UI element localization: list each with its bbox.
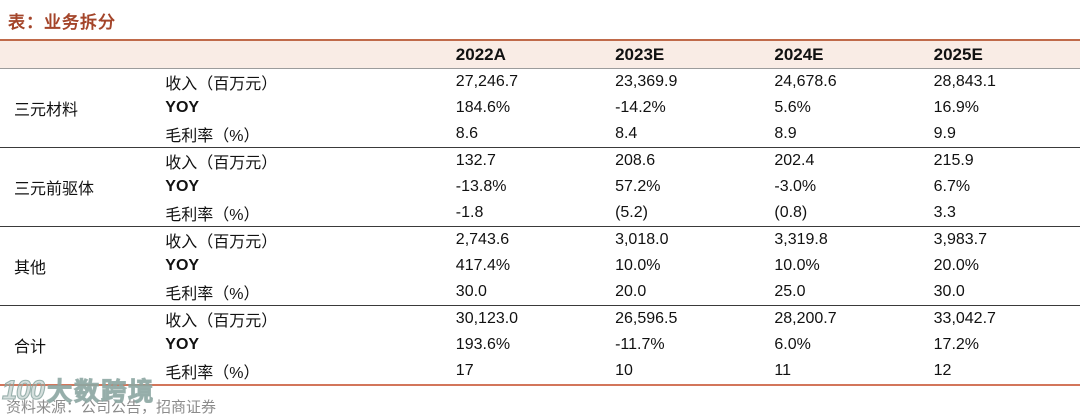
value-cell: 30,123.0 (455, 310, 519, 327)
group-other: 其他 收入（百万元） 2,743.6 3,018.0 3,319.8 3,983… (0, 227, 1080, 306)
value-cell: 8.6 (455, 125, 479, 142)
value-cell: 10.0% (615, 257, 661, 274)
metric-label: YOY (165, 336, 200, 353)
group-label: 三元材料 (14, 102, 79, 119)
metric-label: 收入（百万元） (165, 313, 278, 330)
group-label: 合计 (14, 339, 47, 356)
group-ternary-precursor: 三元前驱体 收入（百万元） 132.7 208.6 202.4 215.9 YO… (0, 148, 1080, 227)
table-row: 毛利率（%） 30.0 20.0 25.0 30.0 (0, 279, 1080, 306)
value-cell: 9.9 (933, 125, 956, 142)
value-cell: 27,246.7 (455, 73, 519, 90)
metric-label: 毛利率（%） (165, 207, 260, 224)
value-cell: 8.4 (615, 125, 638, 142)
table-row: 三元材料 收入（百万元） 27,246.7 23,369.9 24,678.6 … (0, 69, 1080, 119)
value-cell: 417.4% (455, 257, 511, 274)
metric-label: YOY (165, 257, 200, 274)
value-cell: 28,200.7 (774, 310, 837, 327)
metric-label: 收入（百万元） (165, 76, 278, 93)
value-cell: 3,319.8 (774, 231, 828, 248)
value-cell: -11.7% (615, 336, 665, 353)
metric-label: 毛利率（%） (165, 365, 260, 382)
metric-label: YOY (165, 178, 200, 195)
value-cell: (5.2) (615, 204, 648, 221)
value-cell: 11 (774, 362, 791, 379)
column-header-2024e: 2024E (761, 39, 921, 69)
value-cell: 26,596.5 (615, 310, 678, 327)
value-cell: 30.0 (455, 283, 487, 300)
value-cell: 208.6 (615, 152, 656, 169)
table-row: 其他 收入（百万元） 2,743.6 3,018.0 3,319.8 3,983… (0, 227, 1080, 277)
metric-label: 毛利率（%） (165, 128, 260, 145)
value-cell: 8.9 (774, 125, 797, 142)
value-cell: -3.0% (774, 178, 817, 195)
value-cell: 3,983.7 (933, 231, 988, 248)
value-cell: 24,678.6 (774, 73, 837, 90)
value-cell: 25.0 (774, 283, 806, 300)
value-cell: 6.0% (774, 336, 811, 353)
value-cell: 202.4 (774, 152, 815, 169)
value-cell: 2,743.6 (455, 231, 510, 248)
table-row: YOY 184.6% -14.2% 5.6% 16.9% (0, 95, 1080, 121)
table-row: YOY 193.6% -11.7% 6.0% 17.2% (0, 332, 1080, 358)
metric-label: 收入（百万元） (165, 155, 278, 172)
value-cell: 23,369.9 (615, 73, 678, 90)
value-cell: -1.8 (455, 204, 484, 221)
header-spacer (0, 39, 151, 69)
value-cell: 57.2% (615, 178, 661, 195)
value-cell: 33,042.7 (933, 310, 996, 327)
group-ternary-materials: 三元材料 收入（百万元） 27,246.7 23,369.9 24,678.6 … (0, 69, 1080, 148)
value-cell: 6.7% (933, 178, 971, 195)
value-cell: 30.0 (933, 283, 965, 300)
business-breakdown-table: 2022A 2023E 2024E 2025E 三元材料 收入（百万元） 27,… (0, 39, 1080, 386)
table-row: YOY -13.8% 57.2% -3.0% 6.7% (0, 174, 1080, 200)
table-row: 毛利率（%） -1.8 (5.2) (0.8) 3.3 (0, 200, 1080, 227)
value-cell: 5.6% (774, 99, 811, 116)
value-cell: 17.2% (933, 336, 980, 353)
column-header-2025e: 2025E (920, 39, 1080, 69)
header-row: 2022A 2023E 2024E 2025E (0, 39, 1080, 69)
group-label: 三元前驱体 (14, 181, 95, 198)
value-cell: -13.8% (455, 178, 507, 195)
table-row: YOY 417.4% 10.0% 10.0% 20.0% (0, 253, 1080, 279)
column-header-2023e: 2023E (602, 39, 762, 69)
value-cell: 215.9 (933, 152, 974, 169)
metric-label: 收入（百万元） (165, 234, 278, 251)
value-cell: 193.6% (455, 336, 511, 353)
page-title: 表：业务拆分 (8, 13, 116, 32)
value-cell: 12 (933, 362, 952, 379)
value-cell: 20.0% (933, 257, 980, 274)
value-cell: 3.3 (933, 204, 956, 221)
group-total: 合计 收入（百万元） 30,123.0 26,596.5 28,200.7 33… (0, 306, 1080, 385)
value-cell: (0.8) (774, 204, 808, 221)
value-cell: -14.2% (615, 99, 666, 116)
metric-label: 毛利率（%） (165, 286, 260, 303)
value-cell: 132.7 (455, 152, 496, 169)
metric-label: YOY (165, 99, 200, 116)
table-header: 2022A 2023E 2024E 2025E (0, 39, 1080, 69)
table-row: 毛利率（%） 8.6 8.4 8.9 9.9 (0, 121, 1080, 148)
column-header-2022a: 2022A (442, 39, 603, 69)
value-cell: 28,843.1 (933, 73, 996, 90)
group-label: 其他 (14, 260, 47, 277)
header-spacer (150, 39, 443, 69)
value-cell: 184.6% (455, 99, 511, 116)
value-cell: 16.9% (933, 99, 980, 116)
value-cell: 17 (455, 362, 474, 379)
table-row: 毛利率（%） 17 10 11 12 (0, 358, 1080, 385)
value-cell: 10.0% (774, 257, 820, 274)
source-note: 资料来源：公司公告，招商证券 (6, 399, 217, 414)
value-cell: 20.0 (615, 283, 647, 300)
table-row: 三元前驱体 收入（百万元） 132.7 208.6 202.4 215.9 (0, 148, 1080, 198)
table-row: 合计 收入（百万元） 30,123.0 26,596.5 28,200.7 33… (0, 306, 1080, 356)
value-cell: 10 (615, 362, 633, 379)
value-cell: 3,018.0 (615, 231, 669, 248)
